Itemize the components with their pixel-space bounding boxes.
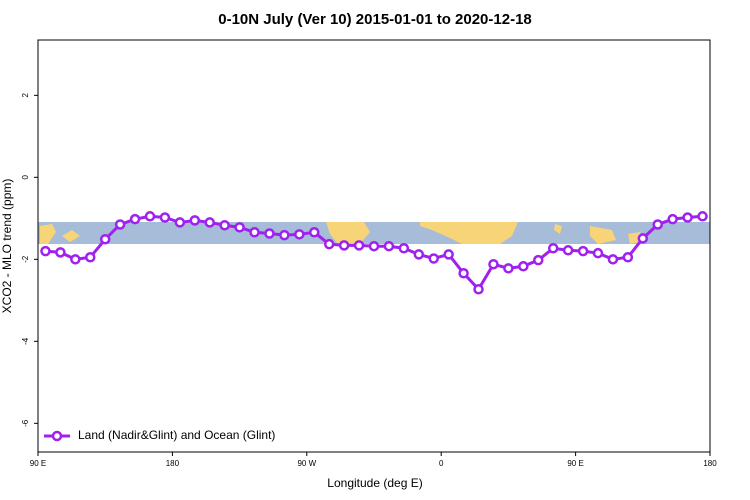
data-point xyxy=(592,247,604,259)
x-tick-label: 0 xyxy=(439,459,444,468)
data-point xyxy=(323,238,335,250)
data-point xyxy=(443,249,454,260)
data-point xyxy=(533,254,544,266)
x-axis-label: Longitude (deg E) xyxy=(327,476,422,490)
data-point xyxy=(99,233,111,245)
data-point xyxy=(55,247,66,258)
data-point xyxy=(562,245,574,256)
y-tick-label: -6 xyxy=(21,419,30,427)
data-point xyxy=(159,212,171,223)
data-point xyxy=(309,227,320,238)
x-tick-label: 90 E xyxy=(567,459,583,468)
data-point xyxy=(114,219,126,230)
data-point xyxy=(70,254,81,265)
data-point xyxy=(249,227,260,238)
data-point xyxy=(189,215,201,226)
data-point xyxy=(383,240,395,252)
data-point xyxy=(234,222,245,233)
data-point xyxy=(144,211,156,222)
data-point xyxy=(682,212,693,223)
data-point xyxy=(338,240,350,251)
data-point xyxy=(577,245,589,257)
map-band xyxy=(38,222,710,244)
data-point xyxy=(488,258,499,270)
data-point xyxy=(458,268,469,279)
data-point xyxy=(294,229,305,240)
data-point xyxy=(204,217,215,228)
data-point xyxy=(622,252,634,263)
y-tick-label: 0 xyxy=(21,175,30,180)
y-tick-label: -4 xyxy=(21,337,30,345)
data-point xyxy=(413,249,425,260)
legend-label: Land (Nadir&Glint) and Ocean (Glint) xyxy=(78,428,275,442)
chart-title: 0-10N July (Ver 10) 2015-01-01 to 2020-1… xyxy=(218,11,532,28)
x-tick-label: 90 E xyxy=(30,459,46,468)
legend-marker xyxy=(51,430,63,442)
y-axis-label: XCO2 - MLO trend (ppm) xyxy=(0,179,14,314)
data-point xyxy=(428,253,439,264)
data-point xyxy=(473,283,484,295)
x-tick-label: 180 xyxy=(166,459,180,468)
data-point xyxy=(398,243,410,254)
data-point xyxy=(129,213,141,225)
plot-frame xyxy=(37,39,711,453)
y-tick-label: -2 xyxy=(21,255,30,263)
data-point xyxy=(264,228,275,239)
data-point xyxy=(353,240,365,251)
x-tick-label: 180 xyxy=(703,459,717,468)
data-point xyxy=(279,229,290,241)
data-point xyxy=(40,245,51,257)
data-point xyxy=(174,217,186,228)
data-point xyxy=(368,240,380,252)
data-point xyxy=(219,220,230,231)
data-point xyxy=(637,233,649,244)
data-point xyxy=(85,252,96,263)
data-point xyxy=(607,254,619,265)
data-point xyxy=(667,213,678,225)
data-point xyxy=(518,261,529,272)
y-tick-label: 2 xyxy=(21,93,30,98)
x-tick-label: 90 W xyxy=(297,459,316,468)
data-point xyxy=(547,243,559,254)
data-point xyxy=(652,219,663,230)
data-point xyxy=(503,263,514,274)
data-point xyxy=(697,211,708,222)
